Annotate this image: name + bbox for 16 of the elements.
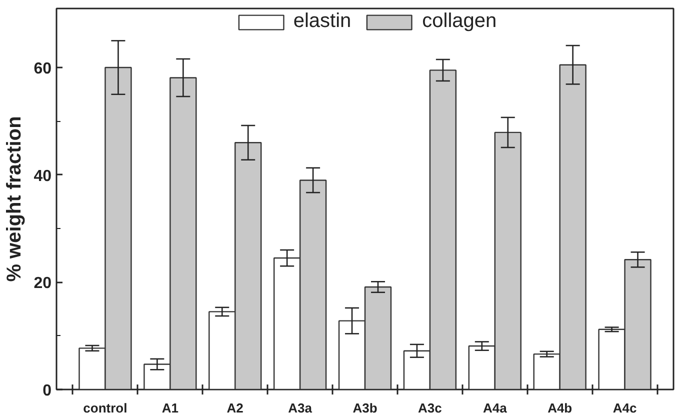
legend-label: collagen (422, 10, 497, 33)
legend-label: elastin (293, 10, 352, 33)
x-tick-label: A2 (226, 400, 244, 416)
y-tick-label: 20 (34, 275, 52, 292)
y-tick-label: 40 (34, 168, 52, 185)
y-tick-label: 60 (34, 60, 52, 78)
y-tick-label: 0 (42, 382, 52, 400)
y-axis-title: % weight fraction (4, 116, 26, 282)
x-tick-label: A4c (612, 400, 637, 416)
x-tick-label: A3c (418, 400, 442, 416)
x-tick-label: A3b (352, 400, 378, 416)
x-tick-label: A3a (288, 400, 313, 416)
x-tick-label: A4a (482, 400, 508, 416)
x-tick-label: A1 (162, 400, 178, 416)
x-tick-label: A4b (548, 400, 572, 416)
x-tick-label: control (83, 400, 128, 416)
